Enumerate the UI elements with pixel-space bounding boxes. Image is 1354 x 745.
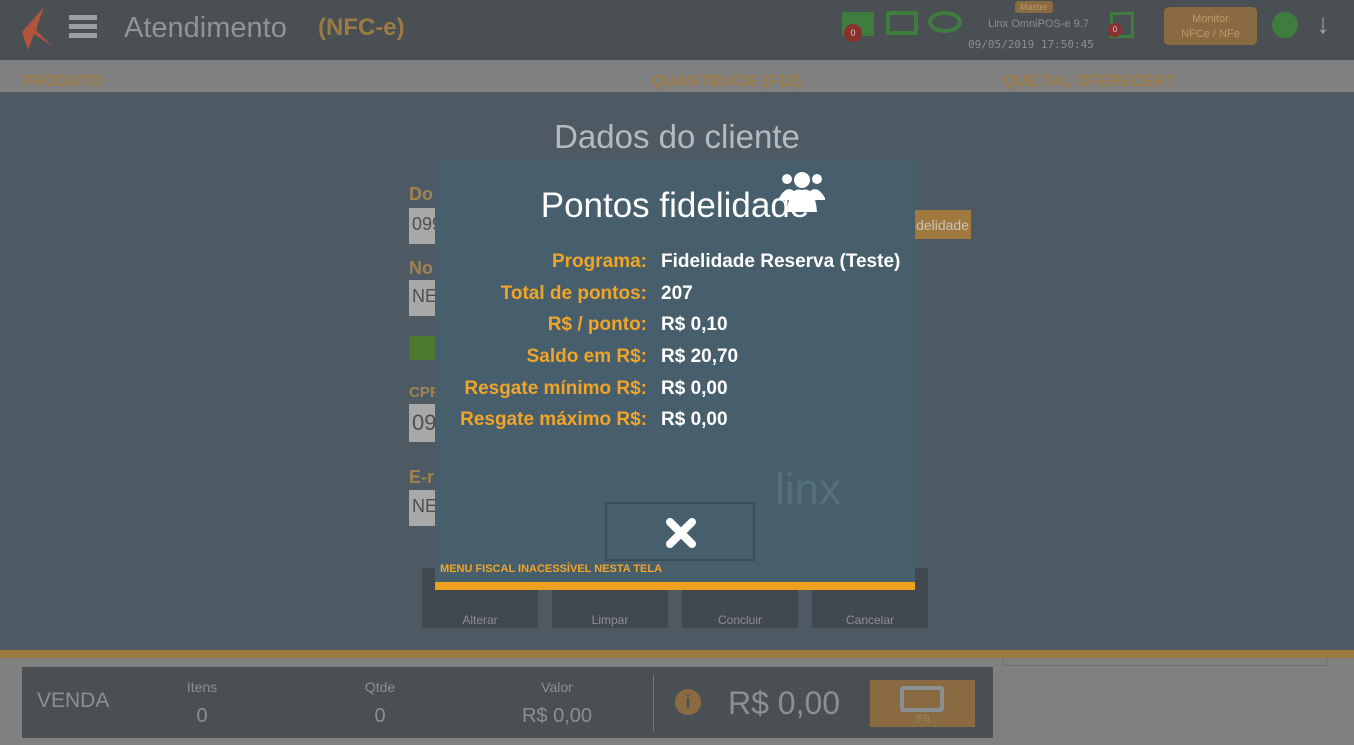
fiscal-menu-status: MENU FISCAL INACESSÍVEL NESTA TELA	[440, 563, 663, 575]
doc-label: Do	[409, 184, 433, 204]
monitor-nfce-button[interactable]: Monitor NFCe / NFe	[1164, 7, 1257, 45]
linx-watermark: linx	[775, 465, 842, 514]
chat-icon[interactable]	[928, 11, 962, 33]
total-pontos-row: Total de pontos: 207	[500, 283, 693, 304]
itens-value: 0	[196, 705, 208, 727]
app-version: Linx OmniPOS-e 9.7	[988, 18, 1089, 30]
page-title: Atendimento	[124, 12, 287, 44]
info-icon[interactable]: i	[675, 689, 701, 715]
sale-summary-bar: VENDA Itens 0 Qtde 0 Valor R$ 0,00 i R$ …	[22, 667, 993, 738]
users-group-icon	[779, 172, 825, 212]
monitor-icon[interactable]	[886, 11, 918, 35]
download-arrow-icon[interactable]: ↓	[1316, 8, 1330, 39]
top-header: Atendimento (NFC-e) 0 Master Linx OmniPO…	[0, 0, 1354, 60]
resgate-maximo-row: Resgate máximo R$: R$ 0,00	[460, 409, 728, 430]
column-quantidade: QUANTIDADE (F12)	[652, 73, 802, 90]
email-label: E-r	[409, 467, 435, 487]
linx-logo-icon	[22, 7, 52, 50]
nome-label: No	[409, 258, 433, 278]
checkbox-toggle[interactable]	[409, 336, 439, 360]
divider	[653, 675, 654, 731]
column-header-bar	[0, 60, 1354, 92]
modal-title: Pontos fidelidade	[540, 186, 810, 225]
valor-value: R$ 0,00	[521, 705, 593, 727]
resgate-minimo-row: Resgate mínimo R$: R$ 0,00	[464, 378, 728, 399]
close-button[interactable]	[605, 502, 755, 561]
cart-count-badge: 0	[844, 24, 862, 42]
master-badge: Master	[1015, 1, 1053, 13]
column-produto: PRODUTO	[22, 73, 102, 90]
payment-button[interactable]: (F3)	[870, 680, 975, 727]
qtde-label: Qtde	[364, 679, 396, 695]
programa-row: Programa: Fidelidade Reserva (Teste)	[551, 251, 901, 272]
total-value: R$ 0,00	[728, 685, 841, 721]
column-oferecer: QUE TAL OFERECER?	[1003, 73, 1175, 90]
pontos-fidelidade-modal: Pontos fidelidade Programa: Fidelidade Re…	[435, 160, 915, 590]
side-panel	[1003, 658, 1327, 666]
qtde-value: 0	[374, 705, 386, 727]
divider	[0, 650, 1354, 658]
cash-icon	[900, 686, 944, 712]
payment-shortcut: (F3)	[915, 714, 930, 723]
datetime: 09/05/2019 17:50:45	[968, 38, 1094, 51]
hamburger-menu-icon[interactable]	[69, 15, 97, 38]
rs-ponto-row: R$ / ponto: R$ 0,10	[547, 314, 728, 335]
saldo-row: Saldo em R$: R$ 20,70	[526, 346, 739, 367]
cpf-label: CPF	[409, 384, 439, 401]
documents-icon[interactable]: 0	[1108, 12, 1134, 38]
client-form-title: Dados do cliente	[554, 118, 800, 155]
doc-count-badge: 0	[1108, 23, 1122, 37]
cart-icon[interactable]: 0	[842, 12, 874, 42]
itens-label: Itens	[186, 679, 218, 695]
venda-label: VENDA	[37, 689, 110, 712]
page-subtitle: (NFC-e)	[318, 14, 405, 41]
close-icon	[666, 518, 696, 548]
valor-label: Valor	[541, 679, 573, 695]
modal-accent-bar	[435, 582, 915, 590]
globe-icon[interactable]	[1272, 12, 1298, 38]
